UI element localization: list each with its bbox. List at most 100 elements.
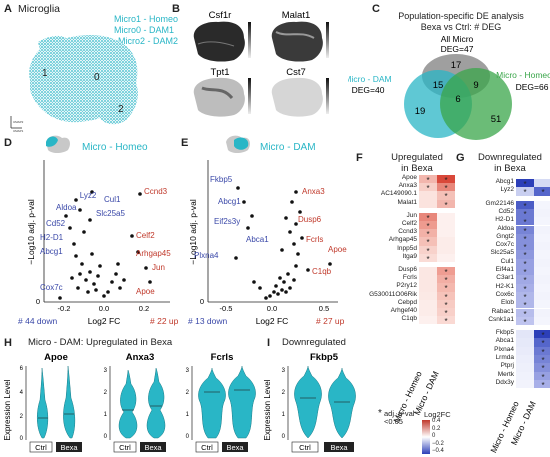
heatmap-cell: * (516, 267, 534, 277)
heatmap-row-label: Cox6c (495, 290, 514, 298)
significance-star-icon: * (541, 380, 545, 390)
volcano-d-xtick-2: 0.0 (99, 304, 109, 313)
heatmap-column-labels: Micro - Homeo Micro - DAM Micro - Homeo … (391, 370, 538, 454)
heatmap-cell: * (437, 191, 455, 201)
heatmap-cell (534, 316, 550, 326)
panel-letter-h: H (4, 337, 12, 349)
heatmap-cell: * (419, 221, 437, 231)
volcano-d-gene-aldoa: Aldoa (56, 203, 77, 212)
gene-cst7-label: Cst7 (286, 67, 306, 78)
heatmap-row-label: Celf2 (401, 220, 417, 227)
svg-text:6: 6 (20, 366, 24, 372)
umap-axis-1: UMAP1 (13, 129, 24, 133)
heatmap-cell (419, 316, 437, 325)
heatmap-cell: * (516, 233, 534, 244)
heatmap-cell: * (534, 187, 550, 197)
heatmap-cell (534, 208, 550, 218)
volcano-d-gene-slc25a5: Slc25a5 (96, 209, 125, 218)
heatmap-cell: * (437, 299, 455, 310)
heatmap-row-label: Cul1 (500, 257, 514, 265)
significance-star-icon: * (426, 176, 430, 185)
heatmap-cell (516, 330, 534, 339)
gene-csf1r-label: Csf1r (209, 10, 232, 21)
significance-star-icon: * (523, 309, 527, 319)
venn-count-homeo-only: 51 (491, 114, 502, 125)
heatmap-cell (534, 267, 550, 276)
significance-star-icon: * (444, 276, 448, 286)
heatmap-cell (419, 267, 437, 276)
heatmap-cell: * (437, 316, 455, 327)
significance-star-icon: * (523, 188, 527, 198)
significance-star-icon: * (426, 230, 430, 240)
heatmap-row-label: Fkbp5 (495, 329, 514, 337)
significance-star-icon: * (523, 301, 527, 311)
panel-h-title: Micro - DAM: Upregulated in Bexa (28, 337, 173, 348)
heatmap-cell: * (516, 291, 534, 302)
heatmap-row-label: Fcrls (402, 274, 417, 282)
heatmap-row-label: Elob (500, 299, 514, 307)
heatmap-cell: * (437, 267, 455, 277)
heatmap-cell (534, 308, 550, 317)
venn-homeo-label: Micro - Homeo (496, 70, 550, 80)
heatmap-cell (516, 338, 534, 347)
heatmap-cell (419, 291, 437, 300)
panel-a-title: Microglia (18, 3, 61, 15)
heatmap-cell (437, 245, 455, 254)
panel-letter-i: I (267, 337, 271, 349)
svg-text:4: 4 (20, 390, 24, 396)
significance-star-icon: * (444, 300, 448, 310)
volcano-d-ytick: 0 (36, 297, 40, 306)
heatmap-row-label: C3ar1 (496, 274, 514, 282)
venn-dam-label: Micro - DAM (348, 74, 392, 84)
heatmap-cell: * (534, 371, 550, 382)
violin-fkbp5-bexa: Bexa (330, 443, 348, 452)
volcano-e-gene-apoe: Apoe (328, 245, 347, 254)
heatmap-cell (437, 221, 455, 230)
volcano-d-gene-arhgap45: Arhgap45 (136, 249, 171, 258)
svg-text:3: 3 (186, 368, 190, 374)
heatmap-cell (516, 371, 534, 380)
significance-star-icon: * (523, 243, 527, 253)
volcano-e-gene-fcrls: Fcrls (306, 235, 323, 244)
umap-plot: 1 0 2 UMAP2 UMAP1 (10, 35, 138, 133)
heatmap-cell: * (516, 242, 534, 253)
volcano-e-gene-c1qb: C1qb (312, 267, 332, 276)
heatmap-cell: * (534, 330, 550, 340)
heatmap-row-label: Csnk1a1 (488, 315, 514, 323)
heatmap-cell (437, 237, 455, 246)
heatmap-cell: * (419, 212, 437, 223)
svg-text:3: 3 (282, 368, 286, 374)
significance-star-icon: * (444, 284, 448, 294)
venn-count-center: 6 (455, 94, 460, 105)
heatmap-cell: * (516, 316, 534, 327)
heatmap-cell (516, 379, 534, 389)
panel-g-title-line-2: in Bexa (494, 163, 526, 174)
significance-star-icon: * (426, 222, 430, 231)
volcano-e-down-count: # 13 down (188, 316, 227, 326)
significance-star-icon: * (541, 372, 545, 382)
panel-g-title-line-1: Downregulated (478, 152, 542, 163)
volcano-d-gene-celf2: Celf2 (136, 231, 155, 240)
heatmap-cell: * (516, 208, 534, 219)
volcano-d-gene-cox7c: Cox7c (40, 283, 63, 292)
heatmap-cell (534, 179, 550, 188)
volcano-d-up-count: # 22 up (150, 316, 179, 326)
volcano-d-xtick-3: 0.2 (139, 304, 149, 313)
heatmap-row-label: Mertk (497, 370, 514, 378)
venn-title-line-2: Bexa vs Ctrl: # DEG (420, 22, 502, 32)
significance-star-icon: * (444, 317, 448, 327)
violin-fkbp5-ctrl: Ctrl (299, 443, 311, 452)
heatmap-cell: * (437, 183, 455, 193)
svg-text:1: 1 (282, 412, 286, 418)
heatmap-row-label: Ddx3y (495, 378, 514, 386)
heatmap-cell (419, 275, 437, 284)
heatmap-row-label: Jun (406, 211, 417, 219)
heatmap-cell: * (516, 217, 534, 227)
heatmap-cell: * (516, 200, 534, 211)
significance-star-icon: * (523, 317, 527, 327)
panel-f-title-line-2: in Bexa (401, 163, 433, 174)
heatmap-row-label: Rabac1 (491, 307, 514, 315)
panel-f-title: Upregulated in Bexa (372, 152, 462, 174)
volcano-homeo: Micro - Homeo 0 -0.2 0.0 0.2 −Log10 adj.… (18, 135, 179, 326)
cluster-label-2: 2 (118, 104, 124, 115)
